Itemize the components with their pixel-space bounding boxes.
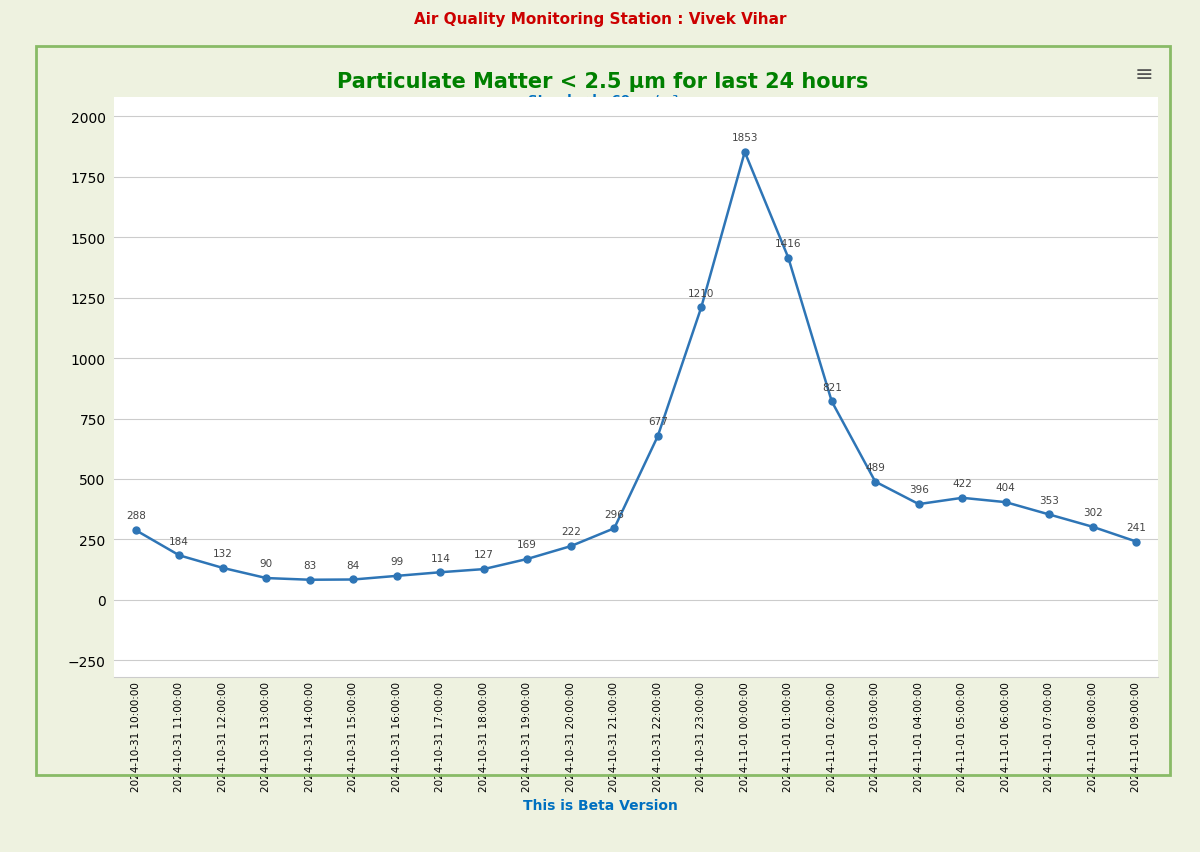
Text: 288: 288: [126, 511, 145, 521]
Text: 296: 296: [605, 509, 624, 519]
Text: 677: 677: [648, 417, 667, 427]
Text: Standard : 60 μg/m³: Standard : 60 μg/m³: [528, 95, 678, 107]
Text: 821: 821: [822, 383, 841, 392]
Text: This is Beta Version: This is Beta Version: [522, 798, 678, 812]
Text: 422: 422: [953, 479, 972, 488]
Text: 83: 83: [304, 561, 317, 570]
Text: 1416: 1416: [775, 239, 802, 249]
Text: 241: 241: [1127, 522, 1146, 532]
Text: 169: 169: [517, 539, 538, 550]
Text: 1853: 1853: [732, 133, 758, 143]
Text: 222: 222: [560, 527, 581, 537]
Text: 114: 114: [431, 553, 450, 563]
Text: 396: 396: [908, 485, 929, 495]
Text: 127: 127: [474, 550, 493, 560]
Text: Particulate Matter < 2.5 μm for last 24 hours: Particulate Matter < 2.5 μm for last 24 …: [337, 72, 869, 92]
Text: 184: 184: [169, 536, 190, 546]
Text: 84: 84: [347, 560, 360, 570]
Text: 302: 302: [1082, 508, 1103, 517]
Text: 489: 489: [865, 463, 886, 472]
Text: ≡: ≡: [1134, 65, 1153, 85]
Text: 132: 132: [212, 549, 233, 559]
Text: 99: 99: [390, 556, 403, 567]
Text: 404: 404: [996, 483, 1015, 492]
Text: 353: 353: [1039, 495, 1060, 505]
Text: Air Quality Monitoring Station : Vivek Vihar: Air Quality Monitoring Station : Vivek V…: [414, 12, 786, 26]
Text: 90: 90: [259, 559, 272, 568]
Text: 1210: 1210: [688, 288, 714, 298]
